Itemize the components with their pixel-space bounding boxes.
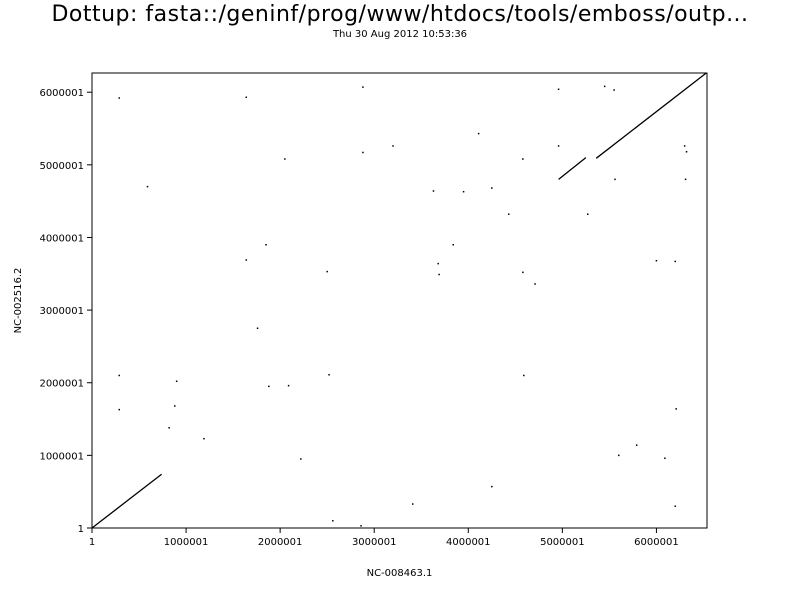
y-axis: 1 1000001 2000001 3000001 4000001 5000001 6000… — [39, 88, 92, 535]
match-point — [175, 380, 178, 383]
match-point — [256, 327, 259, 330]
match-point — [603, 85, 606, 88]
match-point — [557, 88, 560, 91]
match-point — [655, 259, 658, 262]
match-point — [245, 96, 248, 99]
plot-frame — [91, 72, 708, 529]
x-axis: 1 1000001 2000001 3000001 4000001 5000001 6000… — [89, 528, 679, 548]
x-tick-label: 3000001 — [352, 537, 397, 548]
match-point — [328, 373, 330, 376]
match-point — [587, 213, 589, 215]
match-segment — [558, 157, 587, 180]
match-point — [664, 457, 666, 460]
match-point — [362, 151, 364, 154]
x-tick-label: 1000001 — [164, 537, 209, 548]
match-point — [168, 427, 170, 429]
y-tick-label: 2000001 — [39, 379, 84, 390]
match-point — [618, 454, 620, 457]
match-point — [534, 283, 536, 285]
match-point — [300, 458, 302, 460]
match-point — [332, 519, 334, 522]
match-point — [452, 243, 454, 246]
match-point — [146, 185, 149, 188]
match-point — [432, 190, 435, 192]
match-point — [477, 132, 480, 135]
y-tick-label: 6000001 — [39, 88, 84, 99]
y-tick-label: 4000001 — [39, 233, 84, 244]
match-point — [118, 374, 121, 377]
match-point — [491, 485, 493, 488]
match-point — [438, 273, 440, 276]
y-axis-label: NC-002516.2 — [13, 268, 24, 334]
x-tick-label: 5000001 — [540, 537, 585, 548]
x-axis-label: NC-008463.1 — [367, 568, 433, 579]
match-point — [265, 243, 267, 246]
match-point — [287, 384, 290, 387]
y-tick-label: 5000001 — [39, 161, 84, 172]
match-point — [683, 145, 686, 147]
match-point — [118, 97, 121, 99]
match-point — [326, 270, 328, 273]
y-tick-label: 1000001 — [39, 451, 84, 462]
match-point — [522, 271, 524, 274]
x-tick-label: 1 — [89, 537, 95, 548]
match-point — [245, 259, 248, 261]
match-point — [523, 374, 525, 377]
match-point — [462, 190, 465, 193]
match-point — [674, 260, 676, 263]
y-tick-label: 1 — [78, 524, 84, 535]
match-point — [360, 525, 362, 527]
match-point — [685, 151, 688, 153]
x-tick-label: 2000001 — [258, 537, 303, 548]
match-point — [614, 178, 616, 181]
match-point — [284, 158, 286, 160]
match-point — [675, 408, 677, 410]
match-segment — [595, 72, 707, 159]
match-point — [674, 505, 676, 507]
match-point — [507, 213, 510, 215]
match-point — [613, 89, 615, 91]
plot-marks — [91, 72, 707, 529]
match-point — [437, 262, 439, 265]
page-title: Dottup: fasta::/geninf/prog/www/htdocs/t… — [51, 2, 749, 27]
match-point — [635, 444, 638, 446]
match-point — [174, 405, 176, 407]
y-tick-label: 3000001 — [39, 306, 84, 317]
match-point — [557, 145, 560, 147]
match-point — [522, 158, 524, 160]
page-subtitle: Thu 30 Aug 2012 10:53:36 — [332, 29, 468, 40]
match-point — [203, 437, 205, 440]
match-point — [684, 178, 687, 181]
match-segment — [91, 473, 163, 529]
match-point — [392, 145, 394, 147]
match-point — [268, 385, 270, 388]
match-point — [118, 408, 121, 411]
x-tick-label: 6000001 — [634, 537, 679, 548]
x-tick-label: 4000001 — [446, 537, 491, 548]
match-point — [362, 86, 364, 88]
match-point — [412, 503, 414, 505]
match-point — [491, 187, 493, 189]
